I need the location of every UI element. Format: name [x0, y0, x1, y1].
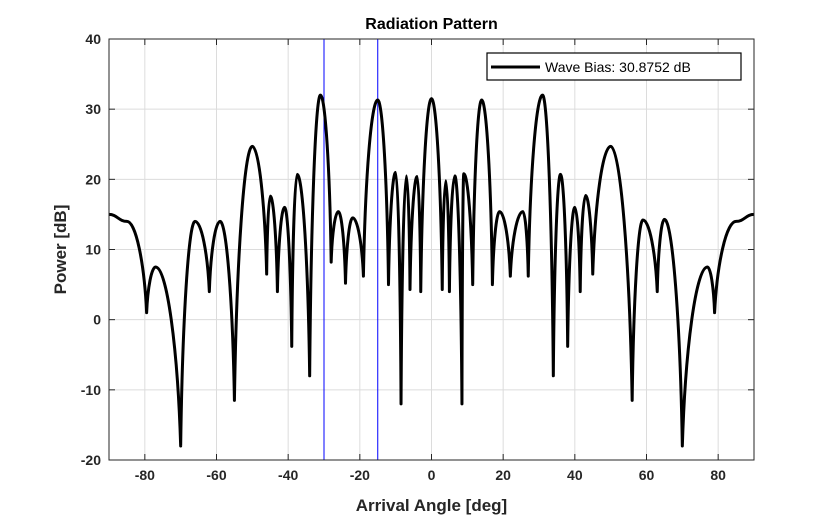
- legend-label: Wave Bias: 30.8752 dB: [545, 59, 691, 75]
- y-axis-label: Power [dB]: [51, 205, 70, 295]
- series-line-wave-bias: [108, 93, 755, 448]
- x-tick-label: 40: [567, 467, 583, 483]
- x-tick-label: -20: [350, 467, 370, 483]
- y-tick-label: 30: [85, 101, 101, 117]
- y-tick-label: 20: [85, 171, 101, 187]
- x-tick-label: 0: [428, 467, 436, 483]
- chart-title: Radiation Pattern: [365, 16, 497, 33]
- y-tick-label: -20: [81, 452, 101, 468]
- y-tick-label: 0: [93, 312, 101, 328]
- x-tick-label: 60: [639, 467, 655, 483]
- x-tick-label: -40: [278, 467, 298, 483]
- y-tick-label: 10: [85, 242, 101, 258]
- legend: Wave Bias: 30.8752 dB: [486, 52, 742, 81]
- x-axis-label: Arrival Angle [deg]: [356, 496, 507, 515]
- y-tick-label: -10: [81, 382, 101, 398]
- grid-lines: [109, 38, 754, 461]
- x-tick-label: 20: [495, 467, 511, 483]
- y-tick-label: 40: [85, 31, 101, 47]
- x-tick-label: -60: [206, 467, 226, 483]
- x-tick-label: -80: [135, 467, 155, 483]
- x-tick-label: 80: [710, 467, 726, 483]
- axis-ticks: -80 -60 -40 -20 0 20 40 60 80 -20 -10 0 10 20 30 40: [81, 31, 754, 483]
